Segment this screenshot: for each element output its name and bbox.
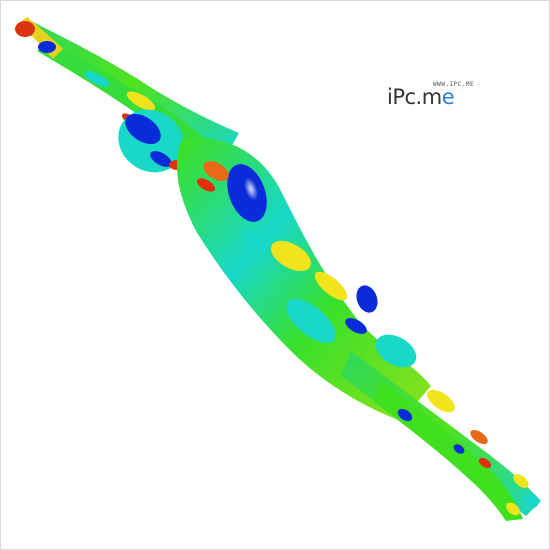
watermark-brand-accent: e [442, 85, 454, 109]
legs [341, 351, 541, 521]
watermark-brand-text: iPc.m [387, 85, 442, 109]
watermark-brand: iPc.me [387, 87, 454, 108]
watermark-logo: WWW.IPC.ME iPc.me [387, 81, 487, 111]
torso [177, 138, 431, 421]
